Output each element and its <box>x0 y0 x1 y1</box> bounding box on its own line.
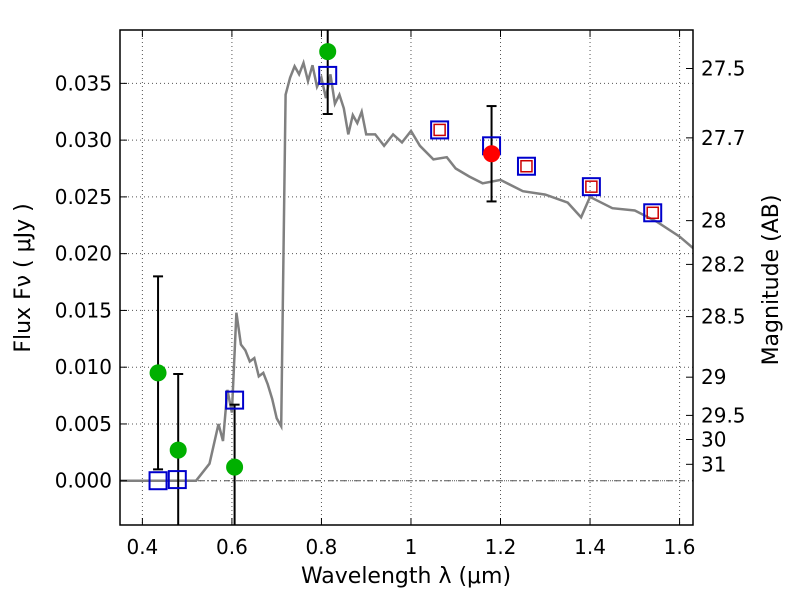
x-tick-label: 1.2 <box>485 535 517 559</box>
x-tick-label: 0.6 <box>216 535 248 559</box>
mag-tick-label: 27.7 <box>701 126 746 150</box>
model-square-blue <box>516 156 536 176</box>
x-tick-label: 1 <box>405 535 418 559</box>
series-group <box>120 30 693 525</box>
mag-tick-label: 30 <box>701 428 726 452</box>
model-square-blue <box>581 177 601 197</box>
x-axis-label: Wavelength λ (μm) <box>301 564 511 589</box>
mag-tick-label: 28.2 <box>701 252 746 276</box>
photometry-point-green <box>169 441 187 459</box>
mag-tick-label: 28.5 <box>701 305 746 329</box>
plot-frame <box>119 29 694 526</box>
model-square-blue <box>225 390 245 410</box>
mag-tick-label: 31 <box>701 452 726 476</box>
model-square-blue <box>318 65 338 85</box>
sed-model-line <box>120 58 693 482</box>
photometry-point-green <box>226 458 244 476</box>
x-tick-label: 1.6 <box>664 535 696 559</box>
y-axis-label: Flux Fν ( μJy ) <box>11 203 36 352</box>
x-tick-label: 1.4 <box>574 535 606 559</box>
y-tick-label: 0.030 <box>55 128 112 152</box>
photometry-point-red <box>483 145 501 163</box>
x-tick-label: 0.8 <box>306 535 338 559</box>
y-tick-label: 0.020 <box>55 242 112 266</box>
photometry-point-green <box>319 43 337 61</box>
model-square-blue <box>643 203 663 223</box>
y-tick-label: 0.000 <box>55 469 112 493</box>
model-square-blue <box>148 471 168 491</box>
axis-ticks: 0.4 0.6 0.8 1 1.2 1.4 1.6 0.000 0.005 0.010 0.015 0… <box>55 30 746 559</box>
grid <box>120 30 693 525</box>
model-square-blue <box>167 470 187 490</box>
photometry-point-green <box>149 364 167 382</box>
y-tick-label: 0.005 <box>55 412 112 436</box>
y-tick-label: 0.015 <box>55 298 112 322</box>
y-tick-label: 0.035 <box>55 71 112 95</box>
mag-tick-label: 29.5 <box>701 403 746 427</box>
y-tick-label: 0.025 <box>55 185 112 209</box>
y2-axis-label: Magnitude (AB) <box>759 195 784 366</box>
y-tick-label: 0.010 <box>55 355 112 379</box>
model-square-red <box>520 159 533 173</box>
mag-tick-label: 29 <box>701 365 726 389</box>
mag-tick-label: 28 <box>701 209 726 233</box>
x-tick-label: 0.4 <box>126 535 158 559</box>
data-series <box>120 30 693 525</box>
model-square-red <box>433 123 446 137</box>
model-square-blue <box>430 120 450 140</box>
model-square-red <box>585 180 598 193</box>
model-square-red <box>646 206 659 220</box>
mag-tick-label: 27.5 <box>701 57 746 81</box>
